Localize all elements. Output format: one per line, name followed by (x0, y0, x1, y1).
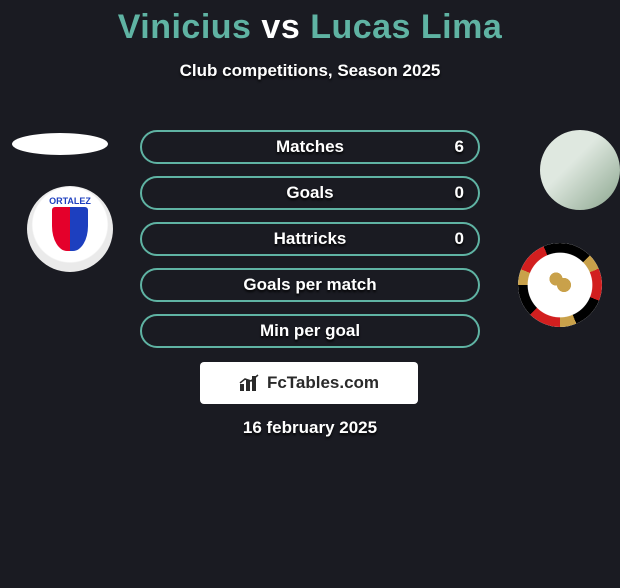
brand-text: FcTables.com (267, 373, 379, 393)
title-player1: Vinicius (118, 8, 252, 46)
stat-label: Min per goal (260, 321, 360, 341)
stat-label: Goals (286, 183, 333, 203)
stat-label: Goals per match (243, 275, 376, 295)
team1-badge: ORTALEZ (27, 186, 113, 272)
player2-avatar (540, 130, 620, 210)
stat-label: Hattricks (274, 229, 347, 249)
stat-row-matches: Matches 6 (140, 130, 480, 164)
title-player2: Lucas Lima (310, 8, 502, 46)
stat-row-min-per-goal: Min per goal (140, 314, 480, 348)
team2-badge (518, 243, 602, 327)
stat-right-value: 0 (455, 229, 464, 249)
stat-row-goals: Goals 0 (140, 176, 480, 210)
team1-shield-icon (49, 204, 91, 254)
comparison-title: Vinicius vs Lucas Lima (0, 8, 620, 47)
stat-label: Matches (276, 137, 344, 157)
stat-row-hattricks: Hattricks 0 (140, 222, 480, 256)
date-line: 16 february 2025 (0, 418, 620, 438)
player1-avatar (12, 133, 108, 155)
stat-row-goals-per-match: Goals per match (140, 268, 480, 302)
brand-box: FcTables.com (200, 362, 418, 404)
bar-chart-icon (239, 374, 261, 392)
stat-right-value: 0 (455, 183, 464, 203)
team2-lion-icon (540, 265, 580, 305)
stat-right-value: 6 (455, 137, 464, 157)
stats-column: Matches 6 Goals 0 Hattricks 0 Goals per … (140, 130, 480, 360)
title-vs: vs (261, 8, 300, 46)
subtitle: Club competitions, Season 2025 (0, 61, 620, 81)
